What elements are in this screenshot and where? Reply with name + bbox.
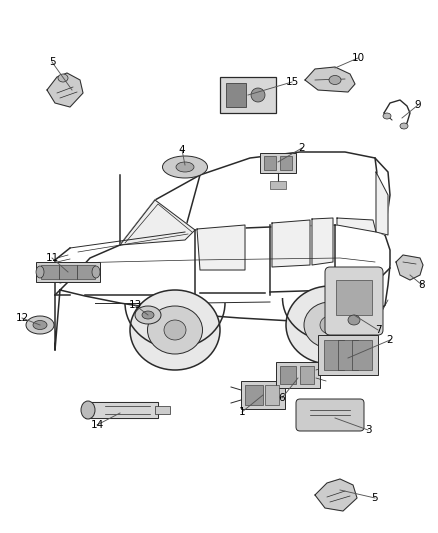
Ellipse shape	[142, 311, 154, 319]
Ellipse shape	[348, 315, 360, 325]
Polygon shape	[272, 220, 310, 267]
Bar	[77, 265, 95, 279]
Bar	[245, 385, 263, 405]
Bar	[59, 265, 77, 279]
Ellipse shape	[400, 123, 408, 129]
Polygon shape	[120, 152, 390, 245]
Polygon shape	[315, 479, 357, 511]
Ellipse shape	[92, 266, 100, 278]
Ellipse shape	[81, 401, 95, 419]
Bar	[265, 385, 279, 405]
Ellipse shape	[329, 76, 341, 85]
Ellipse shape	[26, 316, 54, 334]
Bar	[226, 83, 246, 107]
Text: 2: 2	[299, 143, 305, 153]
Polygon shape	[47, 73, 83, 107]
Bar	[300, 366, 314, 384]
Text: 3: 3	[365, 425, 371, 435]
Bar	[220, 77, 276, 113]
Ellipse shape	[320, 316, 340, 334]
Bar	[352, 340, 372, 370]
Polygon shape	[57, 265, 78, 283]
Bar	[336, 280, 372, 315]
Ellipse shape	[130, 290, 220, 370]
Polygon shape	[312, 218, 333, 265]
Polygon shape	[120, 200, 195, 245]
Text: 13: 13	[128, 300, 141, 310]
Bar	[318, 335, 378, 375]
Bar	[264, 156, 276, 170]
Bar	[280, 156, 292, 170]
Ellipse shape	[148, 306, 202, 354]
Text: 10: 10	[351, 53, 364, 63]
Ellipse shape	[164, 320, 186, 340]
Bar	[338, 340, 358, 370]
FancyBboxPatch shape	[296, 399, 364, 431]
Ellipse shape	[135, 306, 161, 324]
Ellipse shape	[176, 162, 194, 172]
Text: 7: 7	[374, 325, 381, 335]
Ellipse shape	[58, 74, 68, 82]
Polygon shape	[55, 225, 390, 350]
Polygon shape	[197, 225, 245, 270]
Text: 14: 14	[90, 420, 104, 430]
Ellipse shape	[286, 286, 374, 364]
Bar	[276, 362, 320, 388]
Text: 6: 6	[279, 393, 285, 403]
Text: 15: 15	[286, 77, 299, 87]
Polygon shape	[85, 402, 158, 418]
Bar	[324, 340, 344, 370]
Text: 5: 5	[372, 493, 378, 503]
Polygon shape	[376, 172, 388, 235]
Ellipse shape	[36, 266, 44, 278]
Ellipse shape	[33, 320, 47, 329]
Text: 12: 12	[15, 313, 28, 323]
Text: 2: 2	[387, 335, 393, 345]
Ellipse shape	[162, 156, 208, 178]
Ellipse shape	[304, 302, 356, 348]
Text: 11: 11	[46, 253, 59, 263]
Polygon shape	[396, 255, 423, 280]
Text: 8: 8	[419, 280, 425, 290]
Bar	[41, 265, 59, 279]
Bar	[270, 181, 286, 189]
Bar	[260, 153, 296, 173]
Polygon shape	[337, 218, 376, 232]
Text: 5: 5	[49, 57, 55, 67]
FancyBboxPatch shape	[325, 267, 383, 335]
Text: 9: 9	[415, 100, 421, 110]
Ellipse shape	[251, 88, 265, 102]
Text: 1: 1	[239, 407, 245, 417]
Bar	[36, 262, 100, 282]
Polygon shape	[305, 67, 355, 92]
Ellipse shape	[383, 113, 391, 119]
Text: 4: 4	[179, 145, 185, 155]
Bar	[280, 366, 296, 384]
Bar	[241, 381, 285, 409]
Bar	[155, 406, 170, 414]
